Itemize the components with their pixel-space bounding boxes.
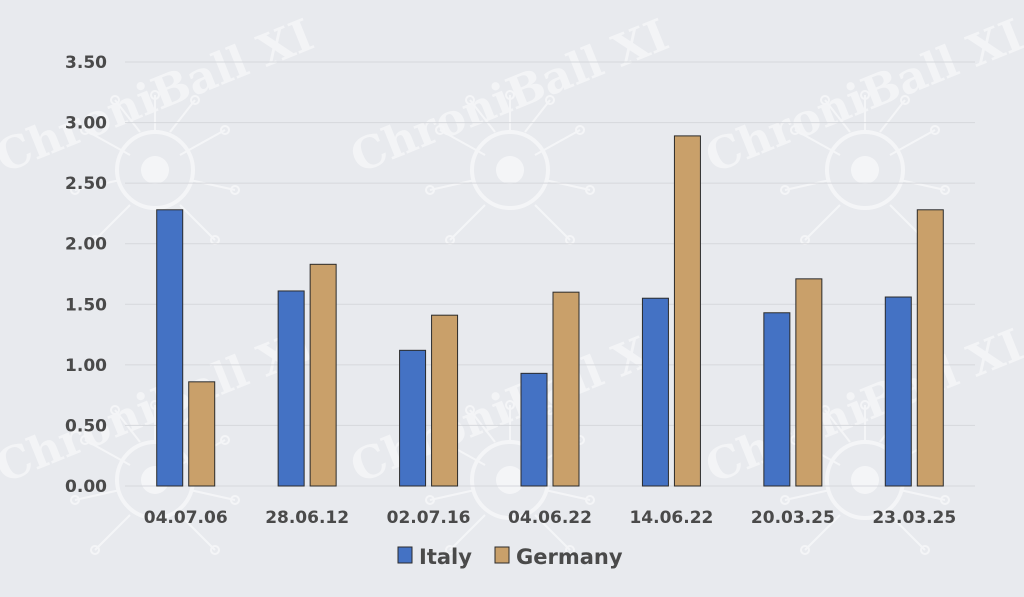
y-axis-ticks: 0.00 0.50 1.00 1.50 2.00 2.50 3.00 3.50 xyxy=(65,53,107,497)
bar-italy-02.07.16 xyxy=(399,349,427,487)
x-tick-label: 28.06.12 xyxy=(265,508,349,528)
x-axis-ticks: 04.07.06 28.06.12 02.07.16 04.06.22 14.06.22… xyxy=(144,508,956,528)
y-tick-label: 2.00 xyxy=(65,235,107,255)
watermark-logo: ChroniBall XI xyxy=(699,320,1024,555)
watermark: ChroniBall XI ChroniBall XI ChroniBall XIC… xyxy=(0,10,1024,555)
bar-germany-20.03.25 xyxy=(795,278,823,487)
y-tick-label: 2.50 xyxy=(65,174,107,194)
y-tick-label: 3.50 xyxy=(65,53,107,73)
y-tick-label: 3.00 xyxy=(65,114,107,134)
watermark-logo: ChroniBall XI xyxy=(0,10,321,245)
bar-italy-23.03.25 xyxy=(884,296,912,487)
bar-italy-28.06.12 xyxy=(277,290,305,487)
x-tick-label: 04.06.22 xyxy=(508,508,592,528)
watermark-logo: ChroniBall XI xyxy=(344,10,676,245)
bar-germany-04.06.22 xyxy=(552,291,580,487)
legend-label-italy: Italy xyxy=(419,545,472,569)
legend-label-germany: Germany xyxy=(516,545,623,569)
x-tick-label: 04.07.06 xyxy=(144,508,228,528)
y-tick-label: 1.50 xyxy=(65,295,107,315)
x-tick-label: 14.06.22 xyxy=(629,508,713,528)
bar-germany-02.07.16 xyxy=(431,314,459,487)
x-tick-label: 23.03.25 xyxy=(872,508,956,528)
gridlines xyxy=(125,61,975,487)
y-tick-label: 1.00 xyxy=(65,356,107,376)
legend: Italy Germany xyxy=(397,545,623,569)
bar-germany-28.06.12 xyxy=(309,263,337,487)
legend-swatch-germany xyxy=(494,546,510,564)
bar-italy-04.06.22 xyxy=(520,372,548,487)
watermark-logo: ChroniBall XI xyxy=(699,10,1024,245)
bar-italy-14.06.22 xyxy=(641,297,669,487)
bar-italy-20.03.25 xyxy=(763,312,791,487)
y-tick-label: 0.00 xyxy=(65,477,107,497)
bar-italy-04.07.06 xyxy=(156,209,184,487)
x-tick-label: 02.07.16 xyxy=(387,508,471,528)
legend-swatch-italy xyxy=(397,546,413,564)
bar-germany-14.06.22 xyxy=(673,135,701,487)
bars xyxy=(156,135,944,487)
bar-germany-23.03.25 xyxy=(916,209,944,487)
y-tick-label: 0.50 xyxy=(65,416,107,436)
x-tick-label: 20.03.25 xyxy=(751,508,835,528)
bar-germany-04.07.06 xyxy=(188,381,216,487)
